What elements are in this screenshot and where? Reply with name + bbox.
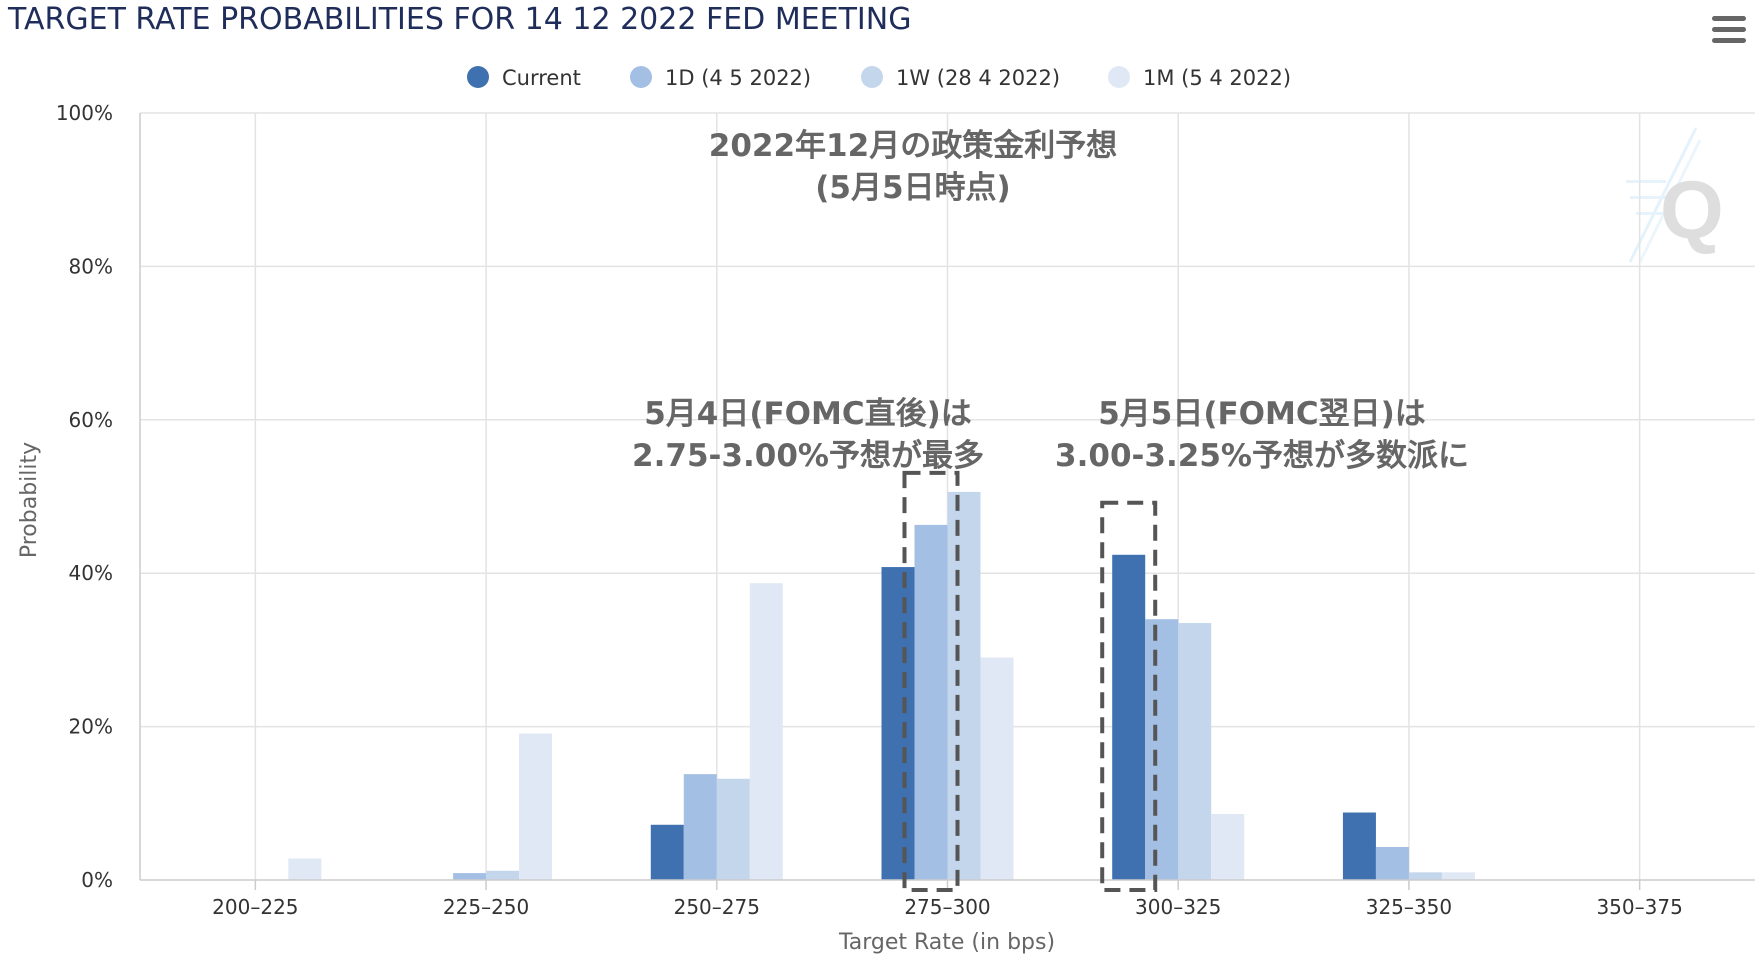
axes <box>139 113 1755 890</box>
x-tick-label: 225–250 <box>443 895 529 919</box>
y-tick-label: 20% <box>69 715 113 739</box>
y-tick-label: 100% <box>56 101 113 125</box>
x-tick-label: 300–325 <box>1135 895 1221 919</box>
bar[interactable] <box>881 567 915 880</box>
highlight-box <box>1100 500 1158 892</box>
annotation-right-line1: 5月5日(FOMC翌日)は <box>1098 396 1426 432</box>
bar[interactable] <box>1112 554 1146 880</box>
chart-title: TARGET RATE PROBABILITIES FOR 14 12 2022… <box>7 2 911 37</box>
bars <box>288 491 1475 880</box>
y-axis-title: Probability <box>17 442 42 558</box>
svg-text:Q: Q <box>1660 165 1724 256</box>
bar[interactable] <box>716 778 750 880</box>
bar[interactable] <box>914 524 948 880</box>
bar[interactable] <box>1375 847 1409 880</box>
y-axis-ticks: 0% 20% 40% 60% 80% 100% <box>56 101 113 892</box>
legend-item-1d[interactable]: 1D (4 5 2022) <box>630 66 811 90</box>
hamburger-menu-icon[interactable] <box>1712 16 1746 43</box>
annotation-left-line2: 2.75-3.00%予想が最多 <box>632 438 984 474</box>
x-tick-label: 275–300 <box>904 895 990 919</box>
y-tick-label: 60% <box>69 408 113 432</box>
x-tick-label: 350–375 <box>1596 895 1682 919</box>
x-tick-label: 325–350 <box>1366 895 1452 919</box>
bar[interactable] <box>1408 872 1442 880</box>
legend: Current 1D (4 5 2022) 1W (28 4 2022) 1M … <box>467 66 1291 90</box>
legend-label: 1M (5 4 2022) <box>1143 66 1291 90</box>
legend-label: 1D (4 5 2022) <box>665 66 811 90</box>
y-tick-label: 40% <box>69 561 113 585</box>
bar[interactable] <box>519 733 553 880</box>
annotation-left-line1: 5月4日(FOMC直後)は <box>644 396 972 432</box>
bar[interactable] <box>288 858 322 880</box>
annotation-top-line2: (5月5日時点) <box>815 170 1010 206</box>
x-axis-title: Target Rate (in bps) <box>838 930 1055 955</box>
legend-label: 1W (28 4 2022) <box>896 66 1060 90</box>
y-tick-label: 0% <box>81 868 113 892</box>
y-tick-label: 80% <box>69 254 113 278</box>
bar[interactable] <box>650 824 684 880</box>
legend-item-1w[interactable]: 1W (28 4 2022) <box>861 66 1060 90</box>
bar[interactable] <box>749 583 783 880</box>
bar[interactable] <box>1441 872 1475 880</box>
bar[interactable] <box>947 491 981 880</box>
annotation-right-line2: 3.00-3.25%予想が多数派に <box>1055 438 1469 474</box>
x-axis-ticks: 200–225 225–250 250–275 275–300 300–325 325–3… <box>212 895 1683 919</box>
bar[interactable] <box>1342 812 1376 880</box>
bar[interactable] <box>1211 814 1245 880</box>
annotation-top-line1: 2022年12月の政策金利予想 <box>709 128 1117 164</box>
x-tick-label: 200–225 <box>212 895 298 919</box>
bar[interactable] <box>683 774 717 880</box>
bar[interactable] <box>486 870 520 880</box>
bar[interactable] <box>980 657 1014 880</box>
legend-item-current[interactable]: Current <box>467 66 581 90</box>
legend-label: Current <box>502 66 581 90</box>
bar[interactable] <box>1145 619 1179 880</box>
x-tick-label: 250–275 <box>674 895 760 919</box>
legend-item-1m[interactable]: 1M (5 4 2022) <box>1108 66 1291 90</box>
bar[interactable] <box>453 873 487 880</box>
highlight-boxes <box>902 470 1158 892</box>
bar[interactable] <box>1178 623 1212 880</box>
q-logo-icon: Q <box>1626 127 1724 263</box>
highlight-box <box>902 470 960 892</box>
